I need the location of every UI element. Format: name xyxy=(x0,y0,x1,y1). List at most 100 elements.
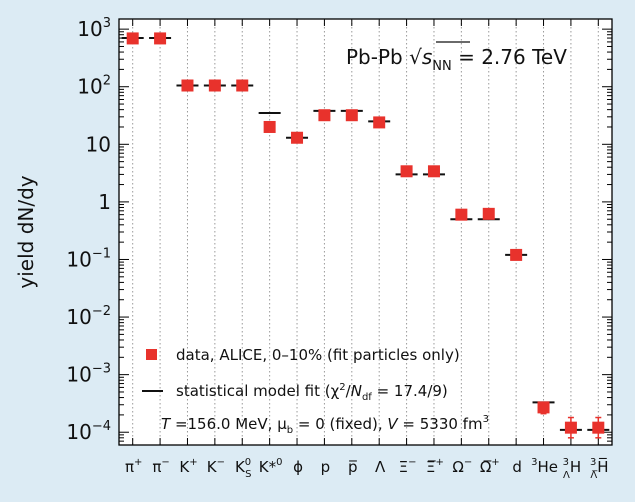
x-tick-label-main: p̅ xyxy=(348,458,358,476)
annotation-s: s xyxy=(422,45,432,69)
x-tick-label-main: K xyxy=(179,458,190,476)
x-tick-label: p̅ xyxy=(348,458,358,476)
x-tick-label: π− xyxy=(152,457,169,476)
data-point xyxy=(291,131,304,144)
grid-lines xyxy=(132,19,599,445)
data-point xyxy=(592,421,605,434)
y-tick-label: 1 xyxy=(98,190,111,214)
data-point xyxy=(208,79,221,92)
x-tick-label-main: Ω xyxy=(452,458,463,476)
x-tick-label-sup: + xyxy=(436,457,444,468)
y-tick-base: 10 xyxy=(86,132,111,156)
x-tick-label-main: d xyxy=(512,458,522,476)
x-tick-label-main: K* xyxy=(259,458,277,476)
annotation-suffix: = 2.76 TeV xyxy=(452,45,567,69)
x-tick-label-sup: − xyxy=(464,457,472,468)
x-tick-label-sup: + xyxy=(189,457,197,468)
x-tick-label-sup: 0 xyxy=(245,457,251,468)
data-point xyxy=(345,109,358,122)
x-tick-label-main: H̅ xyxy=(597,457,608,476)
x-tick-label: K0 S xyxy=(235,457,252,480)
x-tick-label-main: K xyxy=(207,458,218,476)
y-tick-label: 10 xyxy=(86,132,111,156)
y-tick-base: 10 xyxy=(66,420,91,444)
legend-params: T =156.0 MeV, μb = 0 (fixed), V = 5330 f… xyxy=(161,414,489,436)
y-tick-label: 10−2 xyxy=(66,304,111,329)
legend-fit-label: statistical model fit (χ2/Ndf = 17.4/9) xyxy=(176,382,448,403)
x-tick-label: K*0 xyxy=(259,457,283,476)
y-tick-exponent: −3 xyxy=(92,362,111,377)
data-series xyxy=(126,32,605,434)
x-tick-label-presub: Λ̅ xyxy=(590,470,598,481)
x-tick-labels: π+ π− K+ K− K0 S K*0 ϕ p p̅ Λ Ξ− Ξ̅+ Ω− Ω̅+ d 3He 3 ΛH 3 Λ̅H… xyxy=(125,457,609,481)
x-tick-label: Ξ− xyxy=(399,457,417,476)
legend: data, ALICE, 0–10% (fit particles only) … xyxy=(142,346,489,436)
plot-area xyxy=(118,18,613,446)
data-point xyxy=(455,208,468,221)
x-tick-label-presup: 3 xyxy=(590,457,596,468)
annotation-sqrt: √ xyxy=(409,45,422,69)
x-tick-label-presup: 3 xyxy=(531,457,537,468)
y-tick-exponent: −2 xyxy=(92,304,111,319)
data-point xyxy=(400,165,413,178)
data-point xyxy=(537,401,550,414)
x-tick-label: 3He xyxy=(531,457,558,476)
annotation-prefix: Pb-Pb xyxy=(346,45,409,69)
x-tick-label: π+ xyxy=(125,457,142,476)
x-tick-label: ϕ xyxy=(293,458,303,476)
data-point xyxy=(510,248,523,261)
data-point xyxy=(318,109,331,122)
x-tick-label: K+ xyxy=(179,457,197,476)
legend-data-label: data, ALICE, 0–10% (fit particles only) xyxy=(176,346,460,364)
y-tick-base: 10 xyxy=(66,305,91,329)
y-tick-base: 10 xyxy=(66,363,91,387)
x-tick-label-sub: S xyxy=(245,469,251,480)
x-tick-label-presup: 3 xyxy=(563,457,569,468)
x-tick-label: p xyxy=(321,458,331,476)
x-tick-label: Ω− xyxy=(452,457,472,476)
y-tick-exponent: −1 xyxy=(92,246,111,261)
y-tick-label: 102 xyxy=(77,74,111,99)
y-tick-label: 10−4 xyxy=(66,419,111,444)
x-tick-label-main: ϕ xyxy=(293,458,303,476)
x-tick-label-main: H xyxy=(570,458,581,476)
y-tick-label: 103 xyxy=(77,16,111,41)
x-tick-label: K− xyxy=(207,457,225,476)
data-point xyxy=(482,207,495,220)
y-tick-base: 10 xyxy=(66,247,91,271)
x-tick-label-main: π xyxy=(152,458,161,476)
x-tick-label: 3 ΛH xyxy=(563,457,582,481)
x-tick-label-sup: 0 xyxy=(276,457,282,468)
data-point xyxy=(373,116,386,129)
data-point xyxy=(427,165,440,178)
x-tick-label-sup: − xyxy=(217,457,225,468)
x-tick-label-sup: + xyxy=(491,457,499,468)
y-tick-label: 10−3 xyxy=(66,362,111,387)
y-tick-exponent: 3 xyxy=(103,16,111,31)
data-point xyxy=(564,421,577,434)
data-point xyxy=(154,32,167,45)
x-tick-label: Λ xyxy=(375,458,386,476)
x-tick-label: Ξ̅+ xyxy=(426,457,444,476)
x-tick-label-sup: + xyxy=(134,457,142,468)
collision-annotation: Pb-Pb √sNN = 2.76 TeV xyxy=(346,45,567,74)
x-tick-label: Ω̅+ xyxy=(480,457,500,476)
x-tick-label: 3 Λ̅H̅ xyxy=(590,457,609,481)
y-axis-label: yield dN/dy xyxy=(14,175,38,288)
x-tick-label: d xyxy=(512,458,522,476)
axis-ticks xyxy=(119,19,612,446)
data-point xyxy=(236,79,249,92)
y-tick-base: 10 xyxy=(77,75,102,99)
x-tick-label-main: p xyxy=(321,458,331,476)
x-tick-label-main: Ω̅ xyxy=(480,458,492,476)
x-tick-label-main: He xyxy=(537,458,558,476)
y-tick-exponent: −4 xyxy=(92,419,111,434)
x-tick-label-main: Λ xyxy=(375,458,386,476)
x-tick-label-sup: − xyxy=(408,457,416,468)
x-tick-label-main: Ξ̅ xyxy=(426,458,436,476)
legend-data-marker xyxy=(146,349,157,360)
x-tick-label-sup: − xyxy=(161,457,169,468)
